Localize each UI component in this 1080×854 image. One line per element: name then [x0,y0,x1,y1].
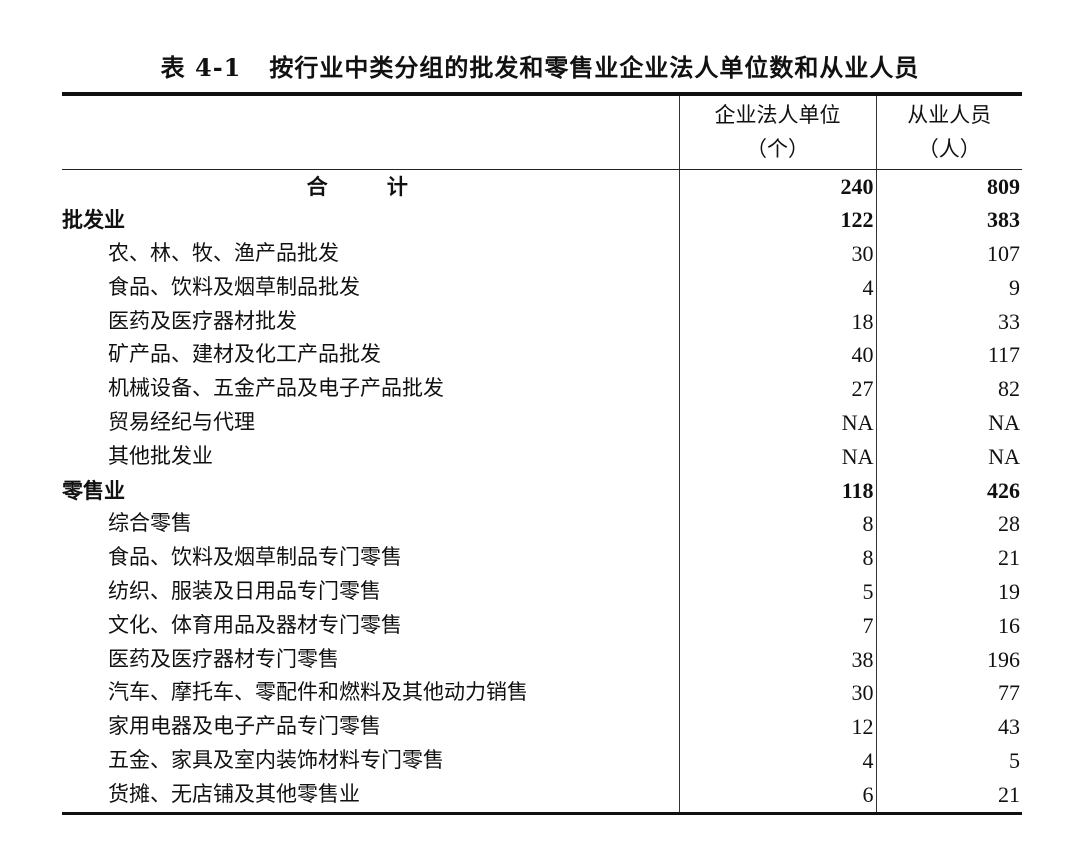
row-label: 零售业 [62,477,125,503]
table-row: 贸易经纪与代理 NA NA [62,406,1022,440]
row-label: 其他批发业 [108,443,213,468]
row-label: 文化、体育用品及器材专门零售 [108,612,402,637]
row-employees: 107 [875,237,1022,271]
section-row: 零售业 118 426 [62,473,1022,508]
table-body: 合 计 240 809 批发业 122 383 农、林、牧、渔产品批发 30 107 食品、饮料及… [62,169,1022,814]
header-employees-unit: （人） [917,137,981,162]
row-units: 122 [678,203,876,238]
row-label: 机械设备、五金产品及电子产品批发 [108,376,444,401]
row-employees: 21 [875,541,1022,576]
row-label: 纺织、服装及日用品专门零售 [108,579,381,604]
header-blank [62,94,679,170]
table-title: 表 4-1 按行业中类分组的批发和零售业企业法人单位数和从业人员 [0,48,1080,83]
row-employees: 809 [875,169,1022,204]
row-label: 食品、饮料及烟草制品专门零售 [108,545,402,570]
total-row: 合 计 240 809 [62,169,1022,204]
table-row: 食品、饮料及烟草制品批发 4 9 [62,270,1022,305]
table-row: 文化、体育用品及器材专门零售 7 16 [62,608,1022,643]
row-units: 240 [678,169,876,204]
row-units: 40 [678,338,876,373]
table-row: 五金、家具及室内装饰材料专门零售 4 5 [62,744,1022,778]
row-units: 6 [678,777,876,814]
table-row: 机械设备、五金产品及电子产品批发 27 82 [62,372,1022,407]
row-units: 38 [678,642,876,677]
header-employees-label: 从业人员 [907,103,992,128]
table-number: 表 4-1 [160,53,242,82]
row-employees: 43 [875,710,1022,745]
row-units: 118 [678,473,876,508]
row-label: 综合零售 [108,511,192,536]
row-units: 5 [678,575,876,609]
table-row: 矿产品、建材及化工产品批发 40 117 [62,338,1022,373]
row-employees: 5 [875,744,1022,778]
table-row: 家用电器及电子产品专门零售 12 43 [62,710,1022,745]
data-table: 企业法人单位 （个） 从业人员 （人） 合 计 240 809 批发业 122 383 农、… [62,92,1022,815]
row-units: 7 [678,608,876,643]
row-employees: 117 [875,338,1022,373]
row-label: 合 计 [306,173,434,199]
table-title-text: 按行业中类分组的批发和零售业企业法人单位数和从业人员 [269,53,920,82]
row-label: 货摊、无店铺及其他零售业 [108,781,360,806]
header-units-unit: （个） [746,137,809,162]
section-row: 批发业 122 383 [62,203,1022,238]
row-label: 家用电器及电子产品专门零售 [108,714,381,739]
row-units: 4 [678,744,876,778]
row-units: 8 [678,541,876,576]
row-employees: 426 [875,473,1022,508]
row-label: 汽车、摩托车、零配件和燃料及其他动力销售 [108,680,528,705]
row-label: 五金、家具及室内装饰材料专门零售 [108,748,444,773]
header-units: 企业法人单位 （个） [678,94,876,170]
row-employees: 28 [875,507,1022,542]
row-units: 30 [678,676,876,711]
row-units: 30 [678,237,876,271]
row-employees: NA [875,439,1022,474]
row-units: 27 [678,372,876,407]
table-row: 综合零售 8 28 [62,507,1022,542]
row-label: 食品、饮料及烟草制品批发 [108,274,360,299]
table-row: 医药及医疗器材专门零售 38 196 [62,642,1022,677]
row-label: 矿产品、建材及化工产品批发 [108,342,381,367]
row-label: 批发业 [62,207,125,233]
table-row: 纺织、服装及日用品专门零售 5 19 [62,575,1022,609]
row-units: 18 [678,304,876,339]
row-employees: 77 [875,676,1022,711]
row-units: 12 [678,710,876,745]
row-employees: 21 [875,777,1022,814]
row-employees: 33 [875,304,1022,339]
table-row: 农、林、牧、渔产品批发 30 107 [62,237,1022,271]
row-employees: 9 [875,270,1022,305]
row-employees: NA [875,406,1022,440]
row-label: 农、林、牧、渔产品批发 [108,241,339,266]
row-employees: 196 [875,642,1022,677]
row-employees: 16 [875,608,1022,643]
row-units: 4 [678,270,876,305]
row-employees: 19 [875,575,1022,609]
row-label: 医药及医疗器材专门零售 [108,646,339,671]
table-row: 医药及医疗器材批发 18 33 [62,304,1022,339]
row-units: 8 [678,507,876,542]
row-label: 医药及医疗器材批发 [108,308,297,333]
row-units: NA [678,439,876,474]
row-label: 贸易经纪与代理 [108,410,255,435]
header-row: 企业法人单位 （个） 从业人员 （人） [62,94,1022,170]
row-units: NA [678,406,876,440]
table-row: 食品、饮料及烟草制品专门零售 8 21 [62,541,1022,576]
header-employees: 从业人员 （人） [875,94,1022,170]
table-row: 其他批发业 NA NA [62,439,1022,474]
header-units-label: 企业法人单位 [714,103,841,128]
table-row: 货摊、无店铺及其他零售业 6 21 [62,777,1022,814]
row-employees: 82 [875,372,1022,407]
table-row: 汽车、摩托车、零配件和燃料及其他动力销售 30 77 [62,676,1022,711]
row-employees: 383 [875,203,1022,238]
